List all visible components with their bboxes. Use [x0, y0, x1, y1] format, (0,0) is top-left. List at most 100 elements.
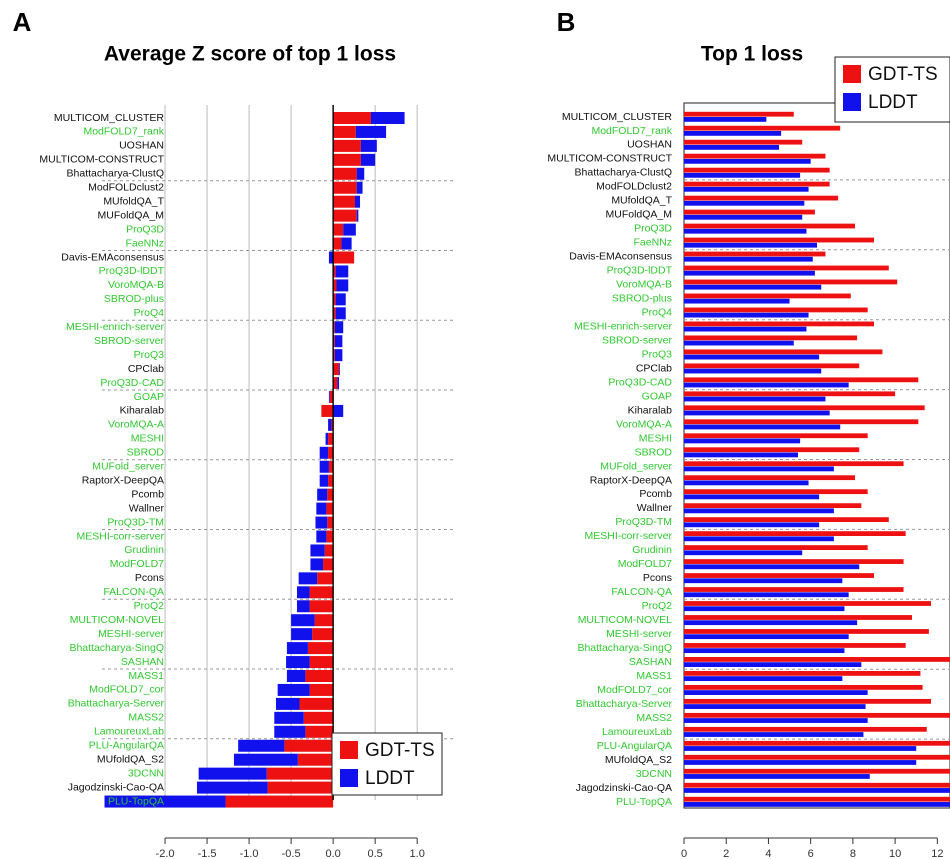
bar-segment — [286, 656, 310, 669]
category-label: Bhattacharya-ClustQ — [67, 168, 164, 180]
category-label: MESHI-corr-server — [76, 530, 164, 542]
bar-segment — [331, 418, 334, 431]
category-label: FALCON-QA — [103, 586, 164, 598]
bar — [684, 620, 858, 626]
bar — [684, 564, 860, 570]
bar — [684, 629, 929, 634]
bar — [684, 438, 801, 444]
bar — [684, 634, 849, 640]
category-label: ProQ3D-CAD — [100, 377, 164, 389]
bar-segment — [339, 363, 340, 376]
category-label: VoroMQA-B — [616, 279, 672, 291]
bar-segment — [335, 265, 349, 278]
bar — [684, 452, 798, 458]
bar — [684, 419, 919, 425]
bar — [684, 461, 904, 467]
category-label: ProQ3D-lDDT — [607, 265, 673, 277]
bar-segment — [355, 125, 387, 138]
bar-segment — [323, 558, 334, 571]
bar-segment — [321, 404, 334, 417]
bar-segment — [333, 237, 342, 250]
bar-segment — [333, 167, 357, 180]
x-tick-label: 1.0 — [410, 848, 425, 859]
category-label: ProQ3D — [634, 223, 672, 235]
x-tick-label: 4 — [765, 848, 771, 859]
category-label: ModFOLD7 — [618, 558, 672, 570]
bar-segment — [233, 753, 298, 766]
category-label: 3DCNN — [636, 768, 672, 780]
category-label: ProQ2 — [642, 600, 673, 612]
bar-segment — [324, 544, 334, 557]
bar-segment — [303, 711, 334, 724]
bar — [684, 754, 950, 760]
x-tick-label: -0.5 — [282, 848, 301, 859]
bar-segment — [309, 683, 334, 696]
bar-segment — [309, 600, 334, 613]
category-label: ProQ3D — [126, 223, 164, 235]
bar — [684, 396, 826, 402]
bar-segment — [333, 251, 355, 264]
category-label: MESHI-corr-server — [584, 530, 672, 542]
bar-segment — [266, 767, 334, 780]
x-tick-label: 10 — [889, 848, 901, 859]
category-label: ModFOLDclust2 — [596, 181, 672, 193]
bar — [684, 480, 809, 486]
bar-segment — [284, 739, 334, 752]
bar-segment — [309, 656, 334, 669]
bar-segment — [314, 614, 334, 627]
bar-segment — [333, 349, 335, 362]
x-tick-label: -1.5 — [198, 848, 217, 859]
bar — [684, 307, 868, 313]
bar — [684, 587, 904, 592]
category-label: SBROD-server — [602, 334, 673, 346]
bar — [684, 349, 883, 355]
category-label: MUfoldQA_T — [611, 195, 672, 207]
bar — [684, 270, 815, 276]
bar — [684, 475, 855, 481]
bar-segment — [319, 446, 329, 459]
bar — [684, 760, 917, 765]
bar-segment — [333, 293, 336, 306]
category-label: MESHI-enrich-server — [574, 320, 673, 332]
bar-segment — [274, 725, 306, 738]
chart-title: Top 1 loss — [701, 43, 803, 66]
x-tick-label: 0 — [681, 848, 687, 859]
bar-segment — [104, 795, 226, 808]
bar — [684, 531, 906, 536]
bar-segment — [343, 223, 356, 236]
category-label: MULTICOM-NOVEL — [578, 614, 672, 626]
bar — [684, 592, 849, 598]
category-label: ModFOLD7_cor — [89, 684, 164, 696]
bar — [684, 796, 950, 802]
bar-segment — [328, 432, 334, 445]
bar-segment — [297, 753, 334, 766]
category-label: FaeNNz — [633, 237, 672, 249]
category-label: GOAP — [642, 390, 672, 402]
bar — [684, 712, 950, 718]
category-label: SBROD — [635, 446, 673, 458]
bar — [684, 377, 919, 383]
category-label: RaptorX-DeepQA — [590, 474, 672, 486]
category-label: VoroMQA-B — [108, 279, 164, 291]
bar — [684, 111, 794, 117]
bar-segment — [327, 488, 334, 501]
category-label: LamoureuxLab — [602, 726, 672, 738]
category-label: PLU-AngularQA — [597, 740, 672, 752]
category-label: ModFOLD7 — [110, 558, 164, 570]
bar-segment — [334, 321, 344, 334]
bar — [684, 522, 820, 528]
bar-segment — [334, 335, 343, 348]
bar-segment — [291, 614, 315, 627]
x-tick-label: 0.0 — [325, 848, 340, 859]
bar-segment — [370, 112, 405, 124]
bar-segment — [360, 153, 376, 166]
category-label: PLU-TopQA — [108, 795, 164, 807]
category-label: MULTICOM_CLUSTER — [54, 112, 164, 124]
category-label: MESHI-server — [98, 628, 164, 640]
category-label: MESHI — [639, 432, 672, 444]
bar-segment — [225, 795, 334, 808]
bar — [684, 200, 805, 206]
bar-segment — [196, 781, 268, 794]
category-label: Jagodzinski-Cao-QA — [68, 781, 164, 793]
category-label: MUFoldQA_M — [605, 209, 672, 221]
